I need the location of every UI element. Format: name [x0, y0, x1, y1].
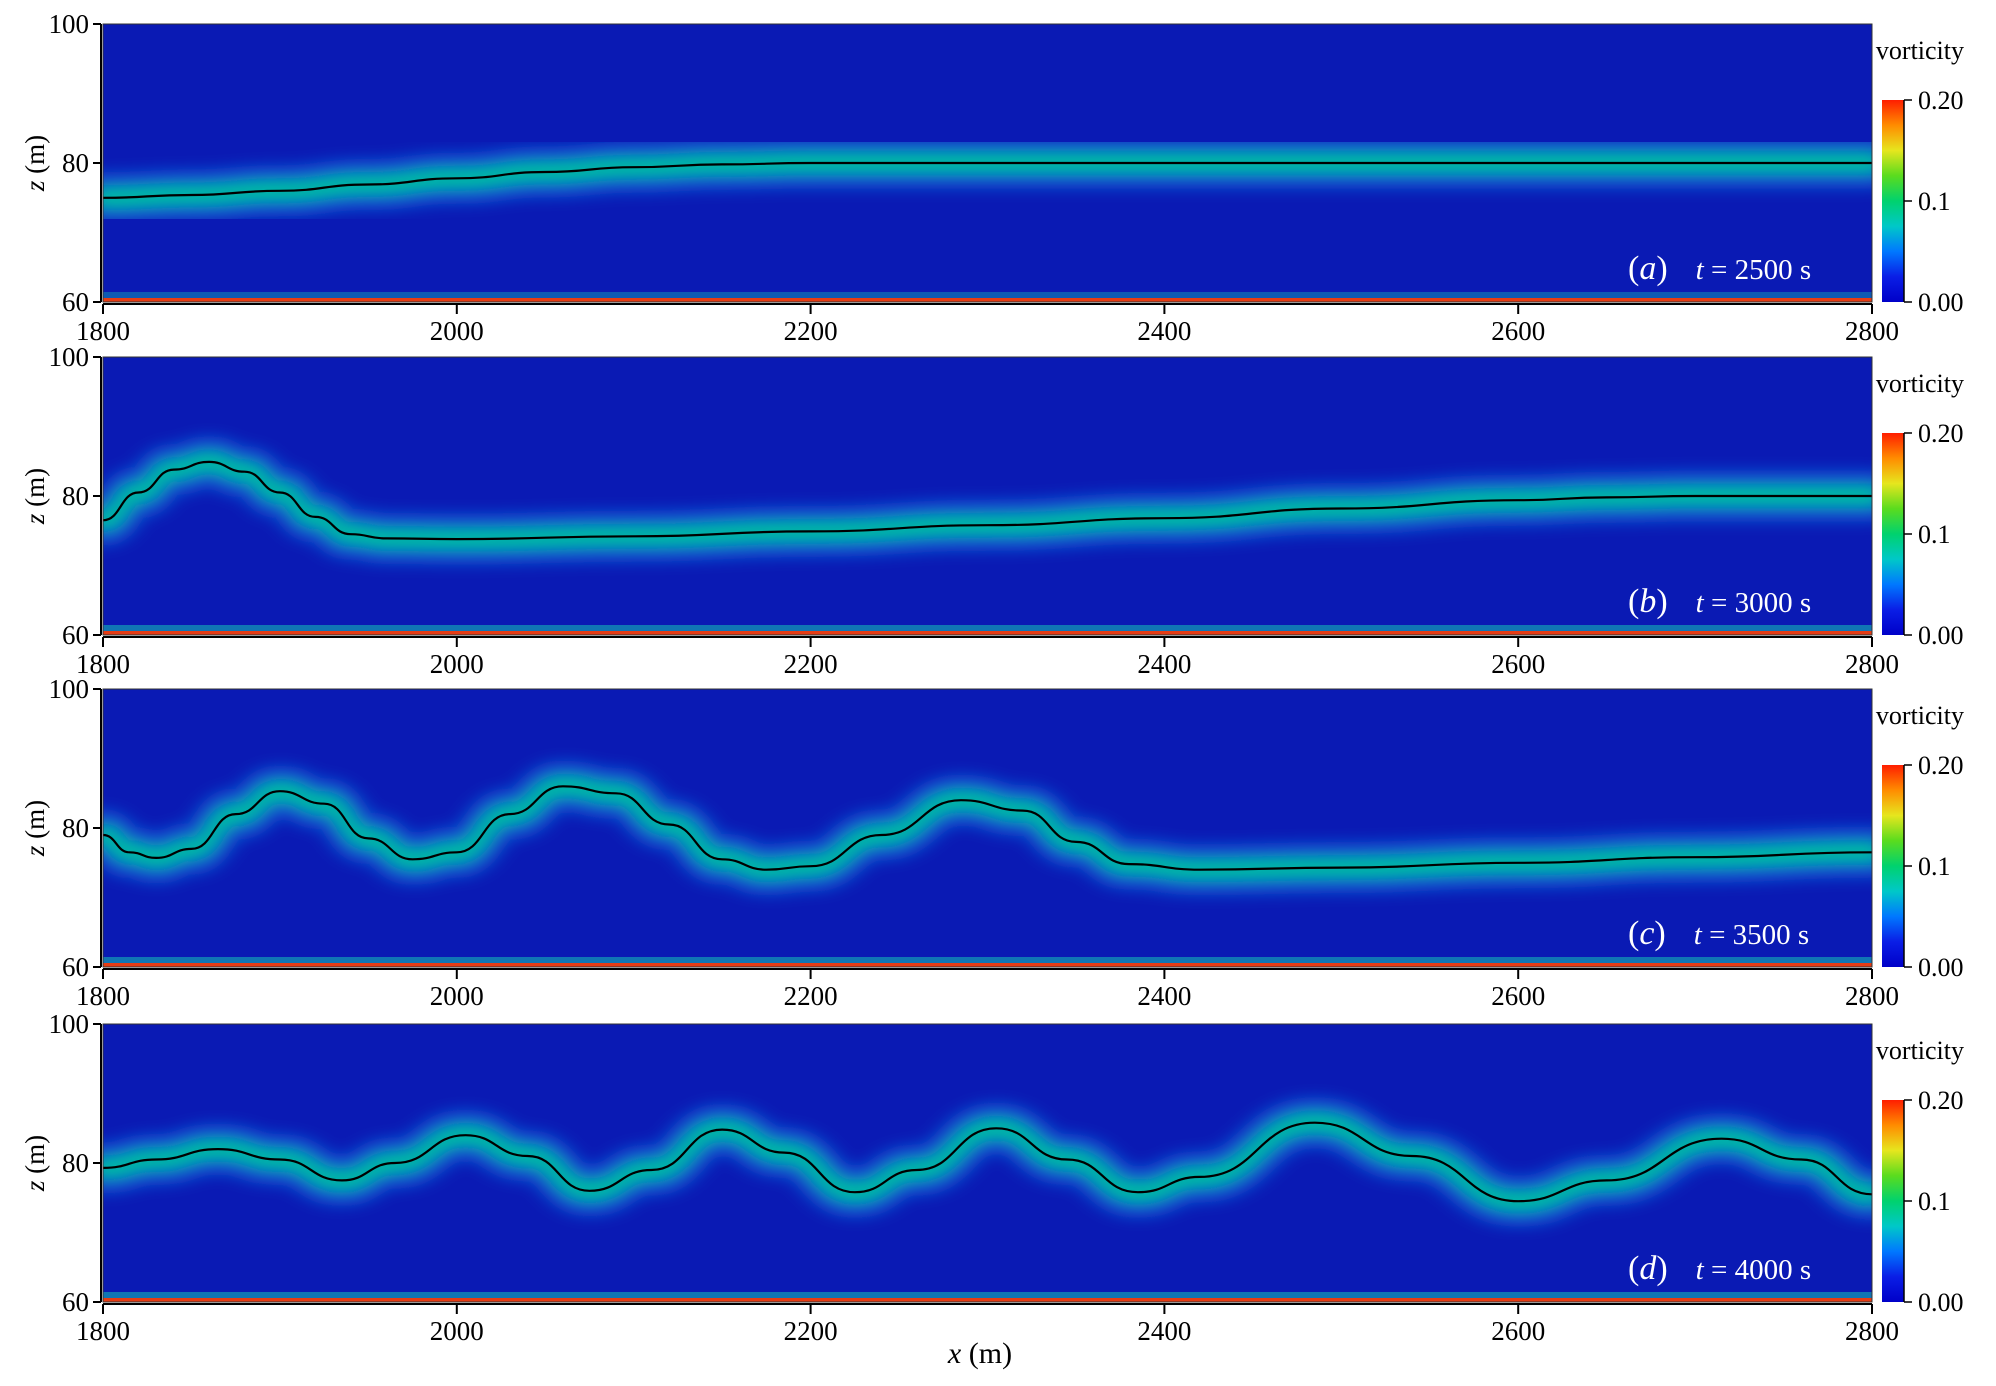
colorbar-tick-label: 0.00 [1918, 953, 1964, 982]
x-tick-label: 2800 [1845, 981, 1899, 1011]
colorbar-gradient [1882, 1100, 1904, 1302]
colorbar-tick-label: 0.1 [1918, 520, 1951, 549]
panel-a: 1800 2000 2200 2400 2600 2800 60 80 100 z (m) (a) t… [20, 9, 1964, 346]
bottom-layer-c [103, 957, 1872, 967]
y-tick-label: 100 [49, 9, 90, 39]
colorbar-gradient [1882, 765, 1904, 967]
colorbar-tick-label: 0.1 [1918, 1187, 1951, 1216]
plot-area-d [103, 1096, 1872, 1302]
x-tick-label: 2200 [784, 316, 838, 346]
colorbar-c: vorticity 0.00 0.1 0.20 [1876, 701, 1964, 982]
colorbar-tick-label: 0.00 [1918, 288, 1964, 317]
panel-label-b: (b) t = 3000 s [1628, 583, 1811, 620]
x-tick-label: 2000 [430, 316, 484, 346]
x-tick-label: 2400 [1137, 316, 1191, 346]
interface-line-d [103, 1121, 1872, 1203]
bottom-layer-d [103, 1292, 1872, 1302]
x-tick-label: 2400 [1137, 981, 1191, 1011]
interface-line-c [103, 785, 1872, 871]
y-axis-label: z (m) [20, 800, 50, 857]
x-axis-label: x (m) [947, 1337, 1012, 1370]
y-tick-label: 100 [49, 1009, 90, 1039]
colorbar-title: vorticity [1876, 369, 1964, 398]
bottom-layer-b [103, 625, 1872, 635]
colorbar-gradient [1882, 433, 1904, 635]
x-tick-label: 2000 [430, 649, 484, 679]
y-tick-label: 80 [62, 148, 89, 178]
x-tick-label: 2400 [1137, 649, 1191, 679]
x-tick-label: 2000 [430, 981, 484, 1011]
x-tick-label: 2600 [1491, 649, 1545, 679]
colorbar-title: vorticity [1876, 701, 1964, 730]
colorbar-b: vorticity 0.00 0.1 0.20 [1876, 369, 1964, 650]
x-tick-label: 1800 [76, 1316, 130, 1346]
y-tick-label: 60 [62, 287, 89, 317]
panel-label-c: (c) t = 3500 s [1628, 915, 1809, 952]
colorbar-tick-label: 0.00 [1918, 1288, 1964, 1317]
x-tick-label: 2800 [1845, 649, 1899, 679]
x-tick-label: 1800 [76, 981, 130, 1011]
panel-label-d: (d) t = 4000 s [1628, 1250, 1811, 1287]
colorbar-tick-label: 0.20 [1918, 751, 1964, 780]
y-tick-label: 100 [49, 342, 90, 372]
y-tick-label: 80 [62, 481, 89, 511]
x-tick-label: 2800 [1845, 316, 1899, 346]
colorbar-title: vorticity [1876, 1036, 1964, 1065]
x-tick-label: 2200 [784, 981, 838, 1011]
colorbar-tick-label: 0.00 [1918, 621, 1964, 650]
colorbar-gradient [1882, 100, 1904, 302]
x-tick-label: 2600 [1491, 316, 1545, 346]
panel-c: 1800 2000 2200 2400 2600 2800 60 80 100 z (m) (c) t… [20, 674, 1964, 1011]
x-tick-label: 2200 [784, 649, 838, 679]
y-axis-label: z (m) [20, 135, 50, 192]
colorbar-title: vorticity [1876, 36, 1964, 65]
plot-frame-a [102, 23, 1873, 303]
plot-frame-c [102, 688, 1873, 968]
y-tick-label: 60 [62, 620, 89, 650]
colorbar-tick-label: 0.1 [1918, 187, 1951, 216]
x-tick-label: 2600 [1491, 1316, 1545, 1346]
colorbar-d: vorticity 0.00 0.1 0.20 [1876, 1036, 1964, 1317]
plot-area-b [103, 435, 1872, 635]
colorbar-a: vorticity 0.00 0.1 0.20 [1876, 36, 1964, 317]
y-axis-label: z (m) [20, 468, 50, 525]
x-tick-label: 2800 [1845, 1316, 1899, 1346]
panel-label-a: (a) t = 2500 s [1628, 250, 1811, 287]
y-tick-label: 100 [49, 674, 90, 704]
bottom-layer-a [103, 292, 1872, 302]
y-tick-label: 60 [62, 952, 89, 982]
x-tick-label: 1800 [76, 649, 130, 679]
x-tick-label: 2200 [784, 1316, 838, 1346]
plot-area-c [103, 760, 1872, 967]
colorbar-tick-label: 0.20 [1918, 419, 1964, 448]
panels-layer: 1800 2000 2200 2400 2600 2800 60 80 100 z (m) (a) t… [20, 9, 1964, 1346]
y-tick-label: 80 [62, 813, 89, 843]
x-tick-label: 1800 [76, 316, 130, 346]
y-tick-label: 60 [62, 1287, 89, 1317]
colorbar-tick-label: 0.20 [1918, 1086, 1964, 1115]
panel-b: 1800 2000 2200 2400 2600 2800 60 80 100 z (m) (b) t… [20, 342, 1964, 679]
panel-d: 1800 2000 2200 2400 2600 2800 60 80 100 z (m) (d) t… [20, 1009, 1964, 1346]
plot-frame-b [102, 356, 1873, 636]
y-tick-label: 80 [62, 1148, 89, 1178]
interface-line-a [103, 161, 1872, 199]
interface-line-b [103, 460, 1872, 541]
x-tick-label: 2600 [1491, 981, 1545, 1011]
plot-frame-d [102, 1023, 1873, 1303]
x-tick-label: 2000 [430, 1316, 484, 1346]
y-axis-label: z (m) [20, 1135, 50, 1192]
x-tick-label: 2400 [1137, 1316, 1191, 1346]
plot-area-a [103, 136, 1872, 302]
colorbar-tick-label: 0.20 [1918, 86, 1964, 115]
colorbar-tick-label: 0.1 [1918, 852, 1951, 881]
